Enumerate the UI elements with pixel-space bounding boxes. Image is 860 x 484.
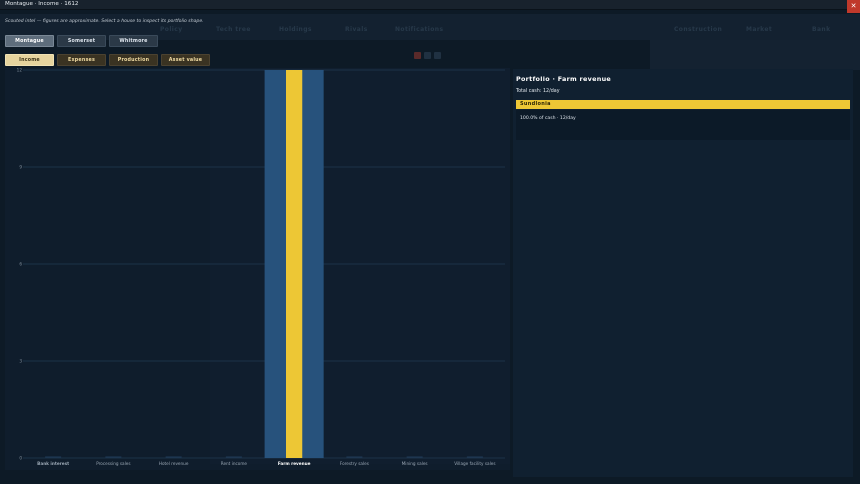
house-selector: Montague Somerset Whitmore [5,35,158,47]
portfolio-house-row[interactable]: Sundlonia [516,100,850,109]
y-tick-label: 12 [17,68,23,73]
total-cash: Total cash: 12/day [516,89,560,94]
y-tick-label: 9 [19,165,22,170]
mode-button-income[interactable]: Income [5,54,54,66]
house-button-somerset[interactable]: Somerset [57,35,106,47]
background-tab: Rivals [345,26,368,33]
intel-notice: Scouted intel — figures are approximate.… [5,19,204,24]
background-indicator-dots [414,44,444,63]
mode-button-asset-value[interactable]: Asset value [161,54,210,66]
x-category-label: Forestry sales [340,461,369,466]
chart-background-shade [210,68,510,464]
chart-bar-highlight [285,70,303,458]
x-category-label: Bank interest [37,461,69,466]
title-bar: Montague · Income · 1612 [0,0,860,10]
mode-selector: Income Expenses Production Asset value [5,54,210,66]
x-category-label: Hotel revenue [159,461,189,466]
x-category-label: Rent income [221,461,248,466]
y-tick-label: 3 [19,359,22,364]
x-category-label: Processing sales [96,461,130,466]
background-tab: Policy [160,26,183,33]
indicator-dot [434,52,441,59]
background-tab: Tech tree [216,26,251,33]
indicator-dot [414,52,421,59]
background-tab: Holdings [279,26,312,33]
income-chart: 0 3 6 9 12 Bank interest Processing sales Hotel… [5,68,510,470]
portfolio-share-text: 100.0% of cash · 12/day [520,116,576,121]
house-button-montague[interactable]: Montague [5,35,54,47]
x-category-label: Mining sales [402,461,428,466]
panel-title: Portfolio · Farm revenue [516,75,612,83]
house-button-whitmore[interactable]: Whitmore [109,35,158,47]
y-tick-label: 6 [19,262,22,267]
close-button[interactable]: ✕ [847,0,860,13]
portfolio-panel: Portfolio · Farm revenue Total cash: 12/… [513,69,853,477]
indicator-dot [424,52,431,59]
income-bar-chart: 0 3 6 9 12 Bank interest Processing sales Hotel… [17,68,505,466]
y-tick-label: 0 [19,456,22,461]
background-tab: Notifications [395,26,444,33]
background-tab: Construction [674,26,723,33]
mode-button-expenses[interactable]: Expenses [57,54,106,66]
window-title: Montague · Income · 1612 [5,1,79,7]
background-panel [650,40,860,70]
background-tab: Bank [812,26,831,33]
x-category-label: Farm revenue [278,461,311,466]
x-category-label: Village facility sales [454,461,495,466]
mode-button-production[interactable]: Production [109,54,158,66]
portfolio-house-detail: 100.0% of cash · 12/day [516,110,850,140]
background-tab: Market [746,26,773,33]
close-icon: ✕ [850,2,857,10]
